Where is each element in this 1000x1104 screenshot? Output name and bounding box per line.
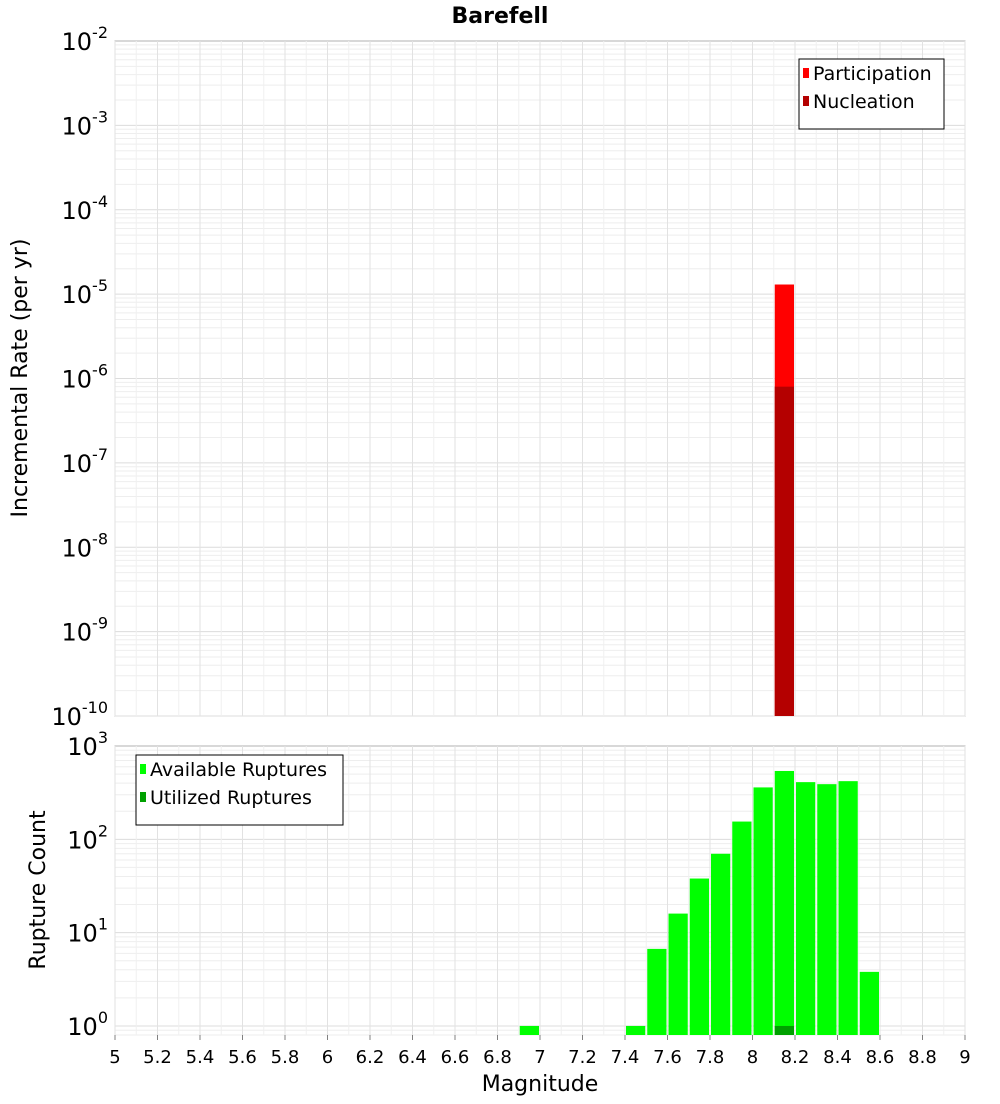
- bottom-y-axis-label: Rupture Count: [26, 810, 51, 970]
- y-tick-label: 10-3: [62, 107, 109, 140]
- x-tick-label: 5.8: [271, 1047, 300, 1068]
- bar: [626, 1025, 646, 1035]
- top-y-axis-label: Incremental Rate (per yr): [8, 239, 33, 518]
- legend-swatch: [803, 96, 809, 106]
- top-grid: [114, 41, 966, 717]
- bar: [796, 782, 816, 1035]
- y-tick-label: 103: [67, 728, 108, 761]
- x-tick-label: 8.2: [781, 1047, 810, 1068]
- y-tick-label: 102: [67, 821, 108, 854]
- legend-swatch: [803, 68, 809, 78]
- x-tick-label: 8.8: [908, 1047, 937, 1068]
- x-tick-label: 6.2: [356, 1047, 385, 1068]
- bar: [774, 1025, 794, 1035]
- bar: [859, 971, 879, 1035]
- legend-label: Nucleation: [813, 91, 915, 113]
- x-tick-label: 9: [959, 1047, 970, 1068]
- x-tick-label: 7: [534, 1047, 545, 1068]
- y-tick-label: 10-9: [62, 614, 109, 647]
- x-tick-label: 7.4: [611, 1047, 640, 1068]
- y-tick-label: 10-5: [62, 276, 109, 309]
- legend-swatch: [140, 792, 146, 802]
- legend-swatch: [140, 764, 146, 774]
- top-legend: Participation Nucleation: [798, 58, 945, 130]
- x-tick-label: 5.4: [186, 1047, 215, 1068]
- x-tick-label: 5.6: [228, 1047, 257, 1068]
- chart-title: Barefell: [452, 4, 549, 29]
- legend-label: Participation: [813, 63, 932, 85]
- bottom-panel: 103 102 101 100 5 5.2 5.4 5.6 5.8 6 6.2 6.4 6.6 6.8 7…: [26, 728, 971, 1097]
- x-axis-label: Magnitude: [482, 1072, 599, 1097]
- bar: [711, 853, 731, 1035]
- y-tick-label: 10-2: [62, 23, 109, 56]
- top-bars: [774, 284, 794, 716]
- y-tick-label: 10-6: [62, 361, 109, 394]
- top-panel: 10-2 10-3 10-4 10-5 10-6 10-7 10-8 10-9 10-10 In…: [8, 23, 966, 731]
- y-tick-label: 100: [67, 1008, 108, 1041]
- y-tick-label: 10-8: [62, 529, 109, 562]
- x-tick-label: 5: [109, 1047, 120, 1068]
- x-tick-label: 8: [747, 1047, 758, 1068]
- x-tick-labels: 5 5.2 5.4 5.6 5.8 6 6.2 6.4 6.6 6.8 7 7.2 7.4 7.6 7.8 8…: [109, 1035, 971, 1068]
- y-tick-label: 10-7: [62, 445, 109, 478]
- legend-box: [135, 754, 344, 826]
- x-tick-label: 7.6: [653, 1047, 682, 1068]
- legend-box: [798, 58, 945, 130]
- x-tick-label: 6.4: [398, 1047, 427, 1068]
- bar: [817, 784, 837, 1035]
- x-tick-label: 6.6: [441, 1047, 470, 1068]
- x-tick-label: 6: [322, 1047, 333, 1068]
- bar: [668, 913, 688, 1035]
- y-tick-label: 101: [67, 915, 108, 948]
- x-tick-label: 6.8: [483, 1047, 512, 1068]
- bar: [774, 770, 794, 1035]
- legend-label: Utilized Ruptures: [150, 787, 312, 809]
- bottom-legend: Available Ruptures Utilized Ruptures: [135, 754, 344, 826]
- bar: [774, 386, 794, 716]
- legend-label: Available Ruptures: [150, 759, 327, 781]
- x-tick-label: 7.2: [568, 1047, 597, 1068]
- bottom-bars: [519, 770, 879, 1035]
- bar: [753, 787, 773, 1035]
- y-tick-label: 10-4: [62, 192, 109, 225]
- bottom-y-tick-labels: 103 102 101 100: [67, 728, 108, 1041]
- bar: [647, 948, 667, 1035]
- bar: [689, 878, 709, 1035]
- x-tick-label: 8.6: [866, 1047, 895, 1068]
- x-tick-label: 8.4: [823, 1047, 852, 1068]
- bar: [838, 781, 858, 1035]
- bar: [732, 821, 752, 1035]
- y-tick-label: 10-10: [51, 698, 108, 731]
- top-y-tick-labels: 10-2 10-3 10-4 10-5 10-6 10-7 10-8 10-9 10-10: [51, 23, 108, 731]
- bar: [519, 1025, 539, 1035]
- x-tick-label: 5.2: [143, 1047, 172, 1068]
- x-tick-label: 7.8: [696, 1047, 725, 1068]
